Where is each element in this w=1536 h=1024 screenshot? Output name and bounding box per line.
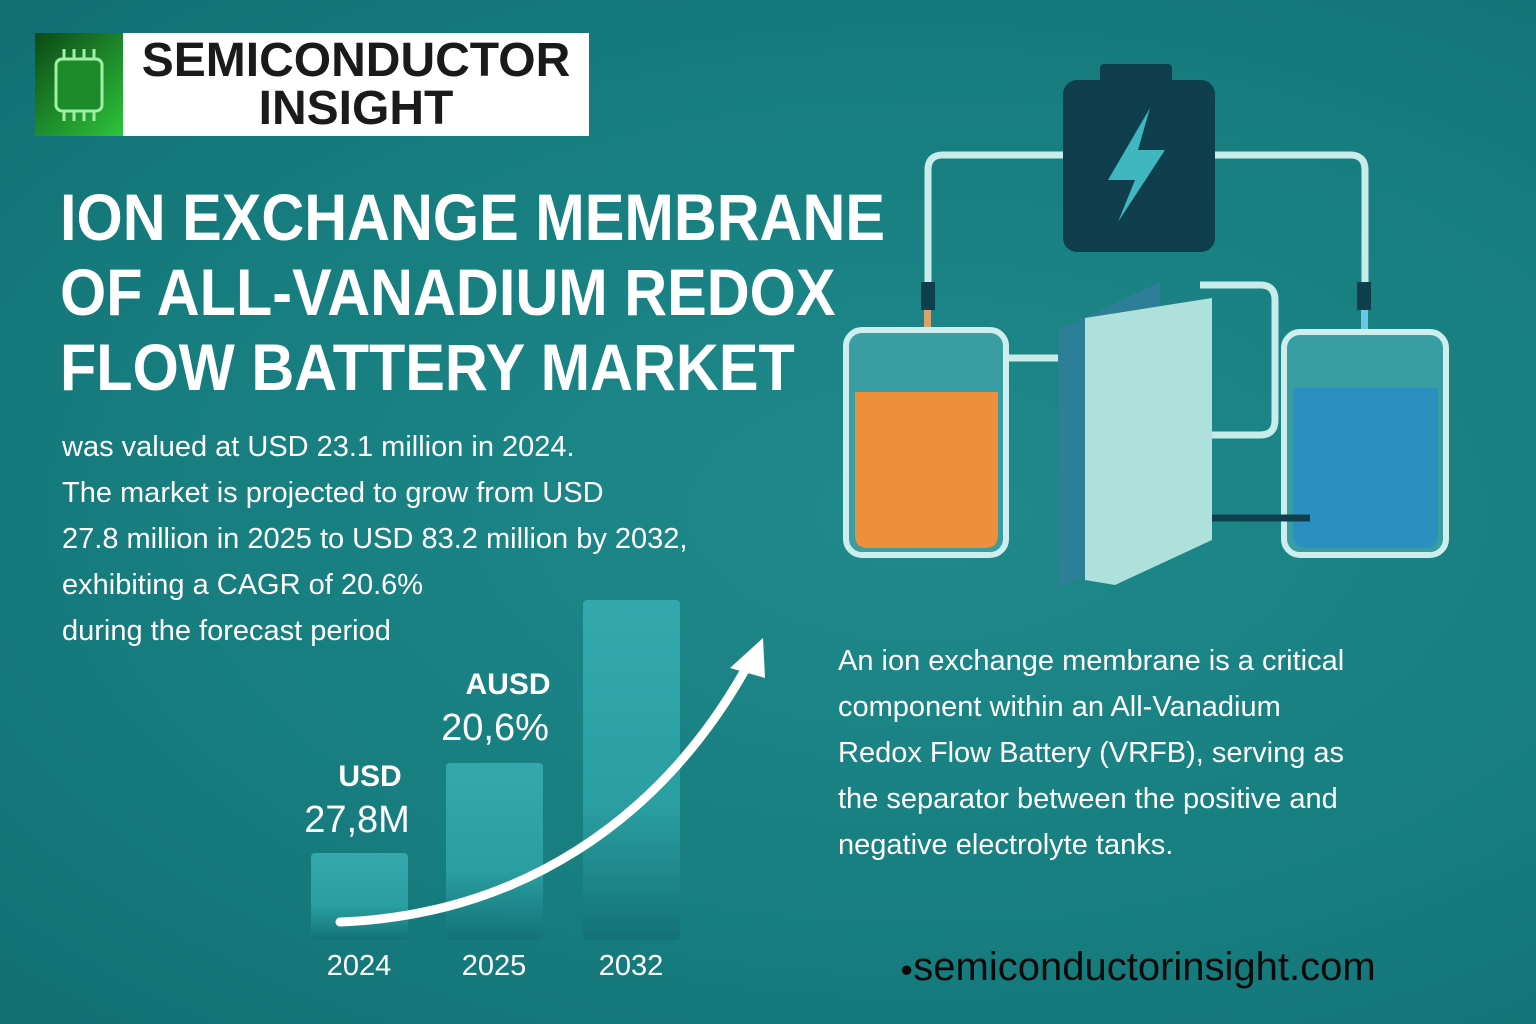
page-title: ION EXCHANGE MEMBRANE OF ALL-VANADIUM RE…	[60, 180, 960, 405]
bar-label-value: 20,6%	[441, 707, 549, 749]
year-label: 2032	[598, 950, 664, 982]
logo-line1: SEMICONDUCTOR	[141, 36, 571, 87]
summary-line: The market is projected to grow from USD	[62, 477, 604, 509]
description-line: component within an All-Vanadium	[838, 691, 1281, 723]
website-link[interactable]: ●semiconductorinsight.com	[900, 945, 1376, 990]
market-summary: was valued at USD 23.1 million in 2024. …	[62, 424, 842, 654]
website-text: semiconductorinsight.com	[913, 945, 1376, 989]
chip-icon	[35, 33, 123, 136]
summary-line: during the forecast period	[62, 615, 391, 647]
description-line: the separator between the positive and	[838, 783, 1338, 815]
logo-line2: INSIGHT	[258, 81, 454, 133]
bar-2025	[446, 763, 543, 940]
bar-2032	[583, 600, 680, 940]
logo: SEMICONDUCTOR INSIGHT	[35, 33, 589, 136]
description-line: Redox Flow Battery (VRFB), serving as	[838, 737, 1345, 769]
membrane-description: An ion exchange membrane is a critical c…	[838, 638, 1518, 868]
summary-line: exhibiting a CAGR of 20.6%	[62, 569, 424, 601]
title-line: OF ALL-VANADIUM REDOX	[60, 255, 836, 329]
bar-2024	[311, 853, 408, 940]
bar-label-value: 27,8M	[304, 799, 410, 841]
description-line: negative electrolyte tanks.	[838, 829, 1174, 861]
year-label: 2024	[326, 950, 392, 982]
bar-label-top: USD	[338, 760, 402, 793]
summary-line: 27.8 million in 2025 to USD 83.2 million…	[62, 523, 688, 555]
description-line: An ion exchange membrane is a critical	[838, 645, 1345, 677]
title-line: ION EXCHANGE MEMBRANE	[60, 180, 886, 254]
globe-icon: ●	[900, 956, 914, 982]
summary-line: was valued at USD 23.1 million in 2024.	[62, 431, 575, 463]
bar-label-top: AUSD	[465, 668, 551, 701]
year-label: 2025	[461, 950, 527, 982]
title-line: FLOW BATTERY MARKET	[60, 330, 795, 404]
